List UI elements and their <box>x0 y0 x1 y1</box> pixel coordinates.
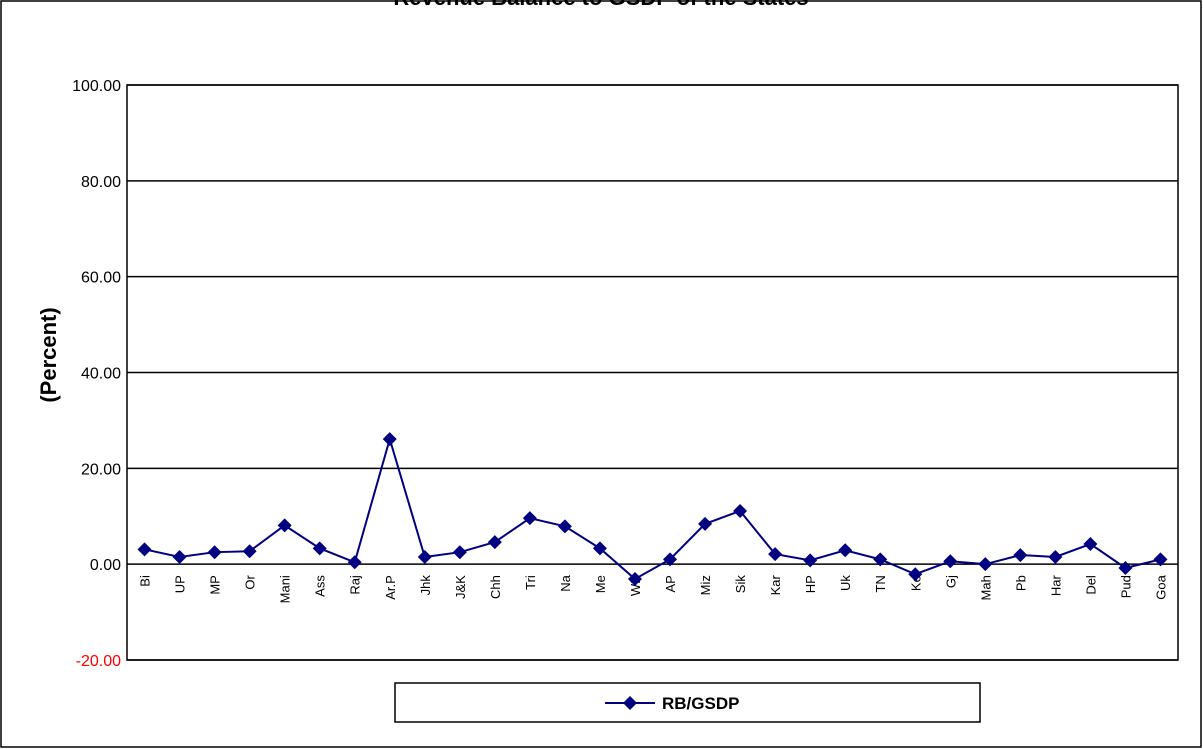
data-point <box>487 535 502 550</box>
x-tick-label: Chh <box>488 575 503 599</box>
legend <box>394 682 981 723</box>
data-point <box>417 549 432 564</box>
data-point <box>557 519 572 534</box>
data-point <box>592 541 607 556</box>
chart-title: Revenue Balance to GSDP of the States <box>393 0 808 10</box>
x-tick-label: Ar.P <box>383 575 398 600</box>
data-point <box>1153 552 1168 567</box>
x-tick-label: J&K <box>453 575 468 599</box>
data-point <box>733 503 748 518</box>
data-point <box>347 555 362 570</box>
y-tick-label: 40.00 <box>81 366 121 383</box>
legend-marker <box>623 696 637 710</box>
x-tick-label: AP <box>663 575 678 592</box>
x-tick-label: TN <box>873 575 888 592</box>
data-point <box>137 542 152 557</box>
data-point <box>873 552 888 567</box>
data-point <box>978 557 993 572</box>
data-point <box>522 511 537 526</box>
data-point <box>242 544 257 559</box>
x-tick-label: UP <box>173 575 188 593</box>
y-tick-label: -20.00 <box>76 653 121 670</box>
x-tick-label: Bi <box>138 575 153 587</box>
data-point <box>172 549 187 564</box>
legend-label: RB/GSDP <box>662 694 739 713</box>
x-tick-label: Mani <box>278 575 293 603</box>
data-point <box>452 545 467 560</box>
y-tick-label: 80.00 <box>81 174 121 191</box>
x-tick-label: Miz <box>698 575 713 595</box>
data-point <box>277 518 292 533</box>
x-tick-label: Or <box>243 575 258 590</box>
y-tick-label: 60.00 <box>81 270 121 287</box>
series-line <box>144 435 1161 581</box>
data-point <box>803 553 818 568</box>
x-tick-label: MP <box>208 575 223 595</box>
y-tick-label: 100.00 <box>72 78 121 95</box>
x-tick-label: Har <box>1048 575 1063 597</box>
data-point <box>838 543 853 558</box>
x-tick-label: Uk <box>838 575 853 591</box>
data-point <box>312 541 327 556</box>
x-tick-label: Raj <box>348 575 363 595</box>
x-tick-label: HP <box>803 575 818 593</box>
x-tick-label: Gj <box>943 575 958 588</box>
y-tick-label: 0.00 <box>90 557 121 574</box>
data-point <box>382 432 397 447</box>
x-tick-label: Pb <box>1013 575 1028 591</box>
data-point <box>1013 548 1028 563</box>
x-tick-label: Tri <box>523 575 538 590</box>
data-point <box>943 554 958 569</box>
data-point <box>768 547 783 562</box>
data-point <box>908 567 923 582</box>
x-tick-label: Ass <box>313 575 328 597</box>
y-tick-label: 20.00 <box>81 461 121 478</box>
data-point <box>698 516 713 531</box>
x-tick-label: Jhk <box>418 575 433 596</box>
data-point <box>1083 537 1098 552</box>
x-tick-label: Pud <box>1118 575 1133 598</box>
data-point <box>207 545 222 560</box>
data-point <box>627 572 642 587</box>
x-tick-label: Del <box>1083 575 1098 595</box>
y-axis-label: (Percent) <box>36 307 61 402</box>
x-tick-label: Sik <box>733 575 748 594</box>
x-tick-label: Kar <box>768 575 783 596</box>
x-tick-label: Ke <box>908 575 923 591</box>
plot-area <box>126 84 1179 661</box>
x-tick-label: Goa <box>1153 574 1168 599</box>
x-tick-label: Me <box>593 575 608 593</box>
data-point <box>1048 549 1063 564</box>
data-point <box>1118 561 1133 575</box>
x-tick-label: Mah <box>978 575 993 600</box>
data-point <box>663 552 678 567</box>
x-tick-label: Na <box>558 574 573 591</box>
